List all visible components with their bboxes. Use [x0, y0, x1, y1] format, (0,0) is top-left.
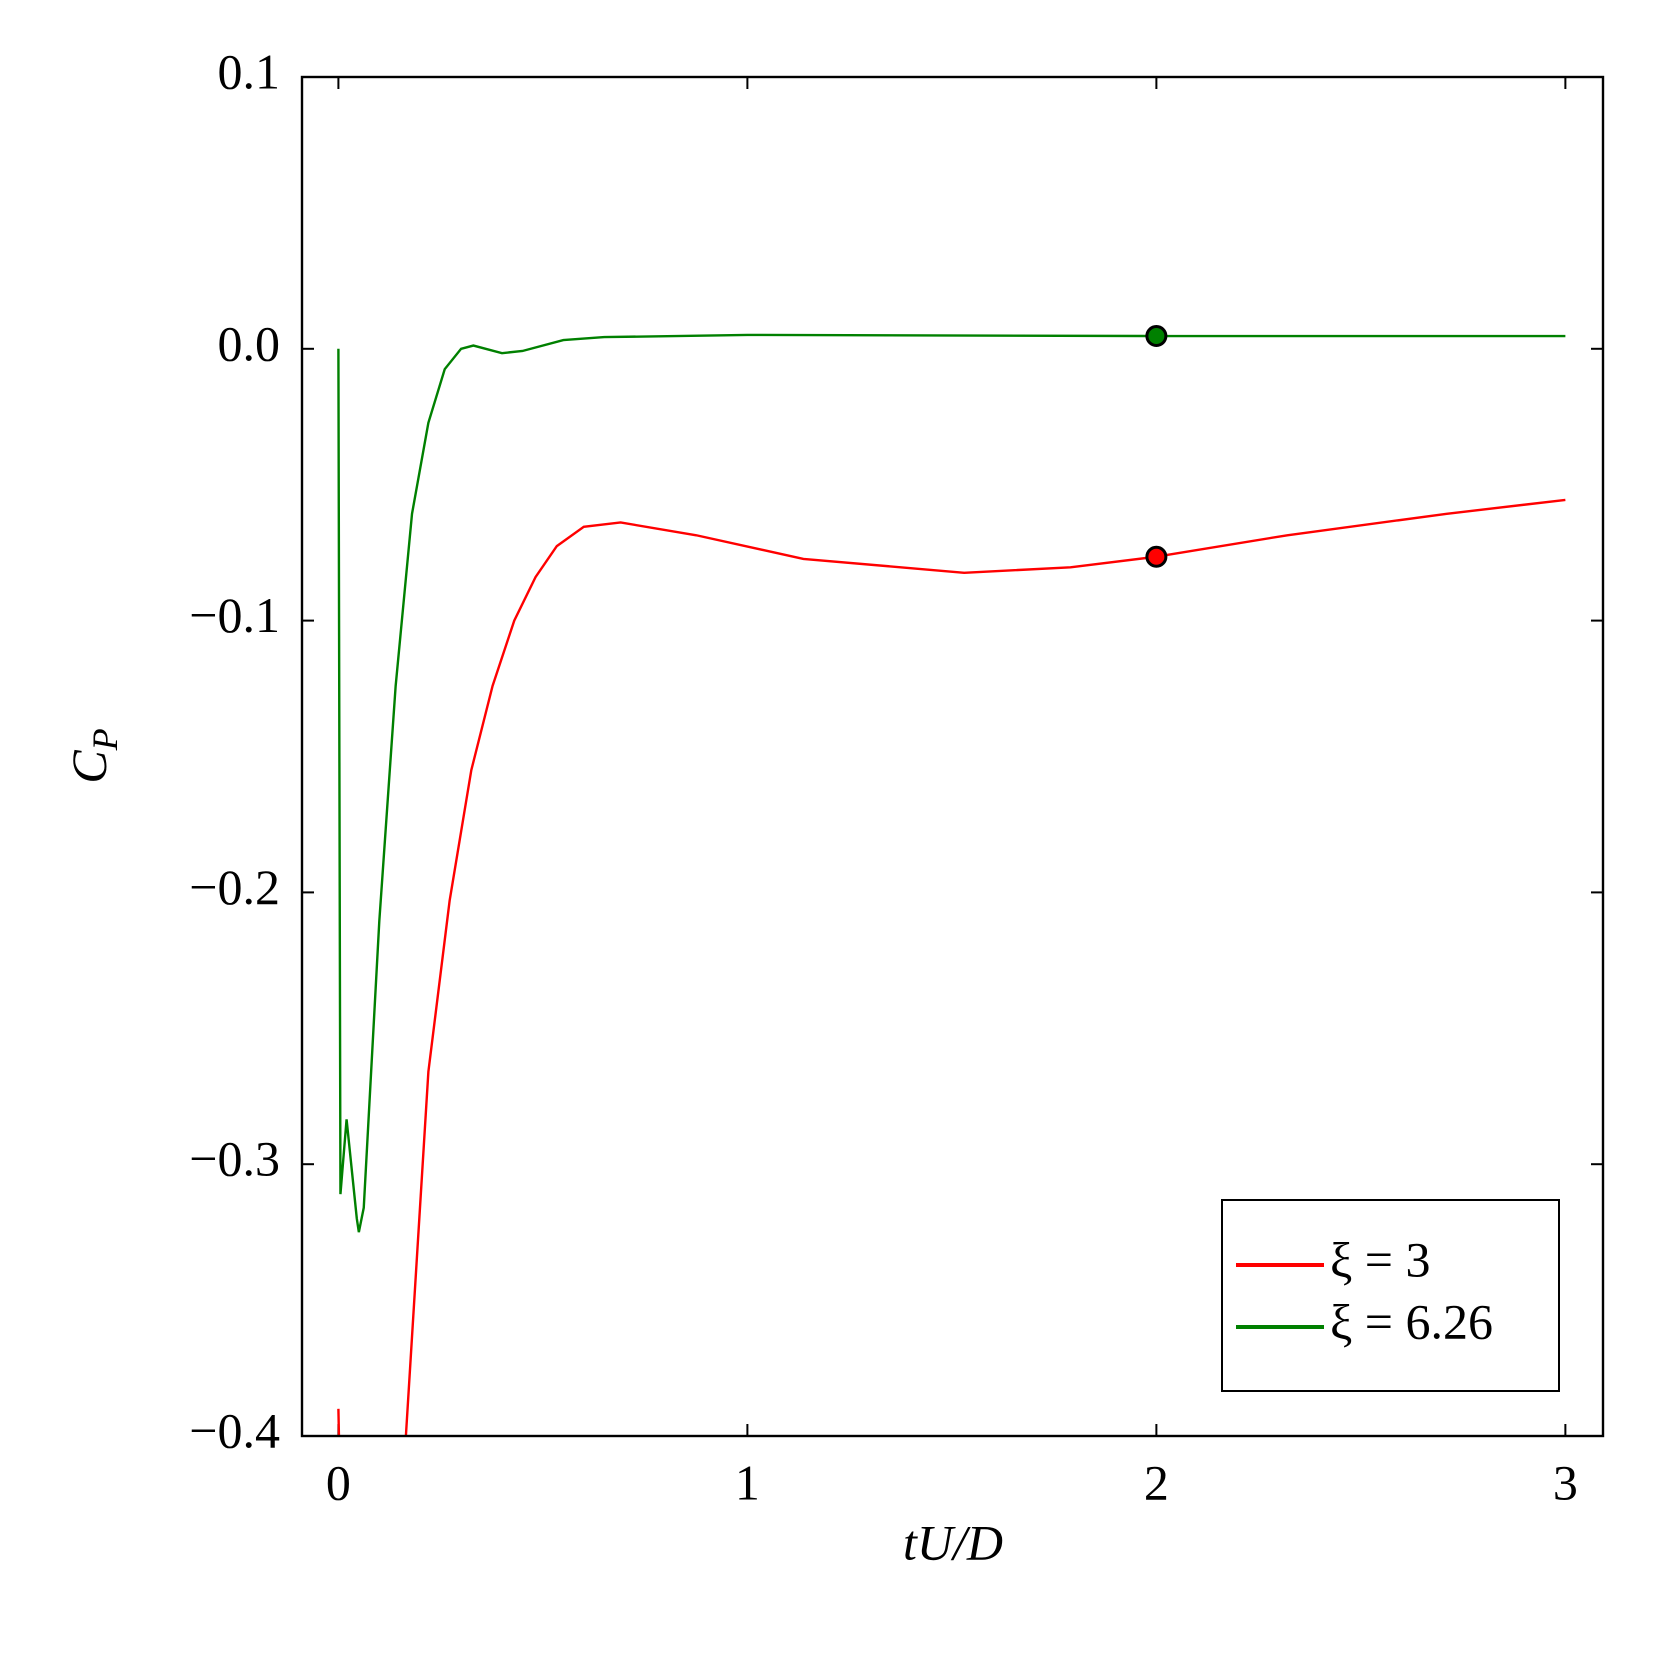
x-tick-label: 2	[1144, 1454, 1169, 1510]
x-tick-label: 3	[1553, 1454, 1578, 1510]
series-line	[337, 333, 1566, 1233]
legend-label: ξ = 3	[1330, 1231, 1431, 1287]
plot-frame	[300, 75, 1605, 1438]
x-axis-label: tU/D	[903, 1514, 1003, 1570]
y-tick-label: −0.2	[189, 859, 280, 915]
y-axis-label-base: C	[61, 750, 117, 784]
marker-point	[1145, 325, 1168, 348]
legend-label: ξ = 6.26	[1330, 1293, 1493, 1349]
y-tick-label: −0.1	[189, 587, 280, 643]
legend-box	[1221, 1199, 1560, 1392]
series-line	[337, 498, 1566, 1436]
x-tick-label: 0	[326, 1454, 351, 1510]
y-tick-label: −0.4	[189, 1402, 280, 1458]
y-tick-label: 0.0	[218, 315, 281, 371]
marker-point	[1145, 545, 1168, 568]
y-tick-label: −0.3	[189, 1131, 280, 1187]
y-tick-label: 0.1	[218, 43, 281, 99]
y-axis-label-subscript: P	[85, 728, 125, 751]
y-axis-label: CP	[61, 728, 125, 783]
x-tick-label: 1	[735, 1454, 760, 1510]
